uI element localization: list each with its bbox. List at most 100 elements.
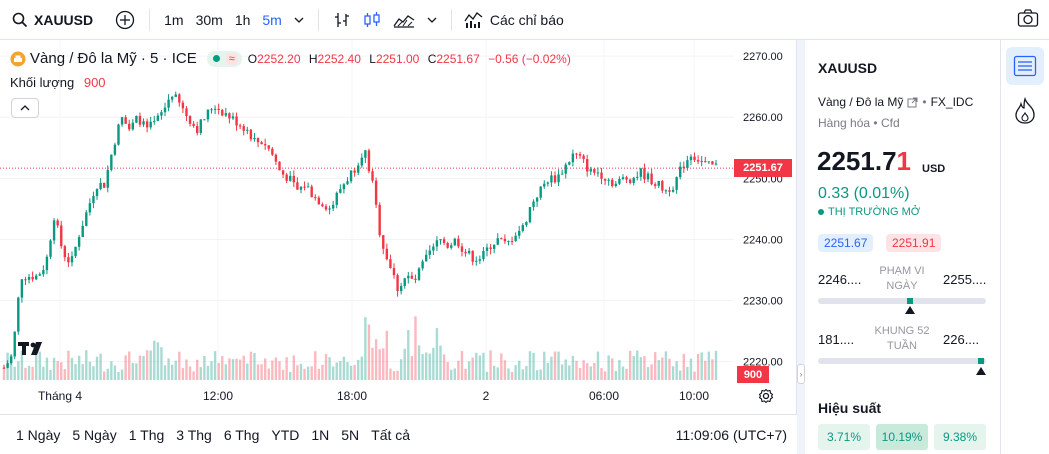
day-range-marker [907,298,914,304]
market-status-pill[interactable]: ≈ [206,50,242,67]
panel-splitter[interactable]: › [797,40,805,454]
y-tick-label: 2220.00 [743,357,783,369]
timeframe-1h[interactable]: 1h [234,11,251,28]
price-chart[interactable]: 2270.002260.002250.002240.002230.002220.… [0,40,797,414]
symbol-search[interactable]: XAUUSD [0,0,93,40]
volume-bar [95,356,99,380]
candles-button[interactable] [357,0,387,40]
low-key: L [369,51,376,66]
watchlist-icon [1013,55,1037,77]
candle-body [668,190,671,192]
candle-body [539,186,542,198]
candle-body [328,208,331,210]
timeframe-5m[interactable]: 5m [262,11,282,28]
indicators-button[interactable]: Các chỉ báo [460,0,568,40]
volume-bar [160,347,163,380]
timeframe-dropdown[interactable] [288,0,310,40]
top-toolbar: XAUUSD 1m 30m 1h 5m Các chỉ báo [0,0,1049,40]
volume-bar [210,361,213,380]
candle-body [407,275,410,279]
candle-body [106,169,109,188]
candle-body [213,108,217,110]
volume-bar [24,367,27,380]
volume-bar [331,366,335,380]
volume-bar [664,351,668,380]
volume-bar [560,364,564,380]
volume-bar [546,362,550,380]
range-5y[interactable]: 5N [341,426,360,443]
volume-bar [396,370,399,380]
chart-settings-button[interactable] [758,388,774,409]
panel-description[interactable]: Vàng / Đô la Mỹ • FX_IDC [818,95,973,109]
bar-style-button[interactable] [327,0,357,40]
volume-label: Khối lượng [10,75,75,90]
candle-body [367,150,371,172]
area-style-button[interactable] [387,0,421,40]
volume-bar [568,365,571,380]
hotlist-button[interactable] [1006,92,1044,130]
volume-bar [156,342,160,380]
watchlist-button[interactable] [1006,47,1044,85]
tradingview-logo-icon [18,342,42,355]
range-6m[interactable]: 6 Thg [223,426,260,443]
range-1y[interactable]: 1N [311,426,330,443]
candle-body [92,195,95,204]
volume-bar [428,353,431,380]
range-ytd[interactable]: YTD [271,426,300,443]
range-3m[interactable]: 3 Thg [176,426,212,443]
performance-cell[interactable]: 9.38% [934,424,986,450]
timezone-clock[interactable]: 11:09:06 (UTC+7) [675,427,787,443]
series-title[interactable]: Vàng / Đô la Mỹ · 5 · ICE [30,50,197,67]
range-5d[interactable]: 5 Ngày [72,426,117,443]
snapshot-button[interactable] [1017,8,1039,33]
divider [317,8,319,31]
volume-bar [632,356,635,380]
candle-body [657,180,660,186]
compare-button[interactable] [109,0,141,40]
chart-type-dropdown[interactable] [421,0,443,40]
x-tick-label: 2 [483,389,490,403]
volume-legend[interactable]: Khối lượng 900 [10,75,106,90]
candle-body [52,220,56,241]
performance-cell[interactable]: 10.19% [876,424,928,450]
volume-bar [267,368,270,380]
candle-body [188,116,192,124]
candle-body [496,238,499,245]
timeframe-30m[interactable]: 30m [195,11,223,28]
market-status[interactable]: THỊ TRƯỜNG MỞ [818,206,920,218]
panel-symbol[interactable]: XAUUSD [818,60,878,76]
close-value: 2251.67 [436,51,480,66]
volume-bar [714,350,718,380]
range-1d[interactable]: 1 Ngày [16,426,61,443]
collapse-panel-button[interactable]: › [797,364,805,384]
candle-body [700,161,703,163]
volume-bar [607,355,610,380]
candle-body [228,113,231,119]
volume-bar [450,369,453,380]
plus-circle-icon [115,10,135,29]
volume-bar [253,352,256,380]
candle-body [707,161,711,163]
range-1m[interactable]: 1 Thg [128,426,165,443]
volume-bar [414,316,417,380]
volume-bar [543,351,546,380]
volume-bar [374,339,378,380]
volume-bar [432,347,435,380]
performance-cell[interactable]: 3.71% [818,424,870,450]
price-change: 0.33 (0.01%) [818,185,910,202]
candle-body [357,165,360,173]
tradingview-logo[interactable] [18,340,44,361]
chevron-up-icon [20,105,30,111]
volume-bar [700,352,703,380]
range-all[interactable]: Tất cả [371,426,411,443]
volume-bar [367,324,371,380]
volume-bar [120,369,124,380]
volume-bar [389,368,392,380]
collapse-legend-button[interactable] [11,98,39,118]
candle-body [424,254,428,262]
chart-pane[interactable]: 2270.00 2260.00 2250.00 2240.00 2230.00 2220.… [0,40,797,414]
candle-body [636,176,639,178]
dot-separator: • [922,95,927,109]
volume-bar [686,366,689,380]
timeframe-1m[interactable]: 1m [164,11,184,28]
